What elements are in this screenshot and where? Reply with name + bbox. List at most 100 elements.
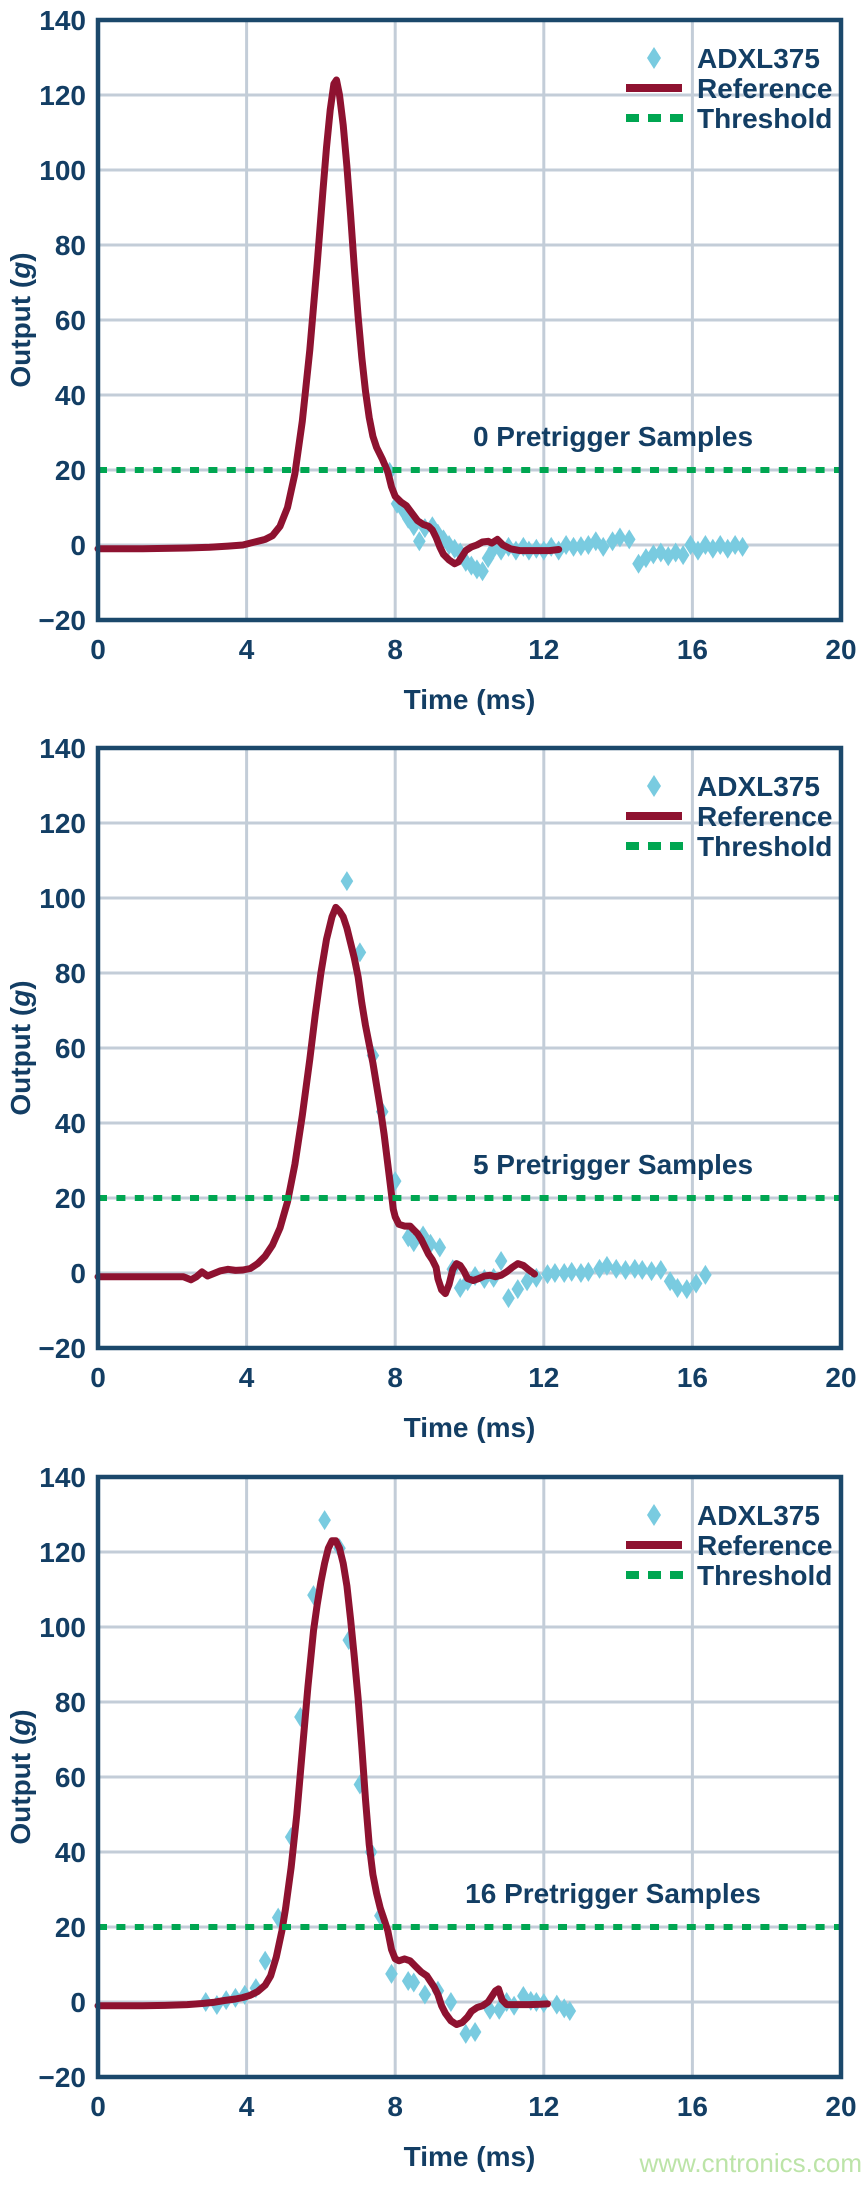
y-tick-label: 80 bbox=[55, 958, 86, 989]
y-tick-label: 100 bbox=[39, 1612, 86, 1643]
adxl375-point bbox=[628, 1258, 642, 1279]
x-tick-label: 12 bbox=[528, 1362, 559, 1393]
x-tick-label: 12 bbox=[528, 2091, 559, 2122]
adxl375-point bbox=[520, 1271, 534, 1292]
plot-border bbox=[95, 17, 844, 623]
x-tick-label: 20 bbox=[825, 1362, 856, 1393]
adxl375-point bbox=[541, 1264, 554, 1285]
legend-label: ADXL375 bbox=[697, 771, 820, 802]
chart-panel-2: 140 120 100 80 60 40 20 0 −20 0 4 8 12 16 20 Time (ms) O… bbox=[0, 728, 868, 1457]
adxl375-point bbox=[530, 1267, 543, 1288]
legend-label: ADXL375 bbox=[697, 43, 820, 74]
legend-label: Threshold bbox=[697, 103, 832, 134]
plot-border bbox=[95, 1474, 844, 2080]
x-tick-label: 4 bbox=[239, 634, 255, 665]
adxl375-point bbox=[736, 536, 749, 557]
adxl375-point bbox=[418, 1984, 432, 2005]
adxl375-point bbox=[470, 559, 484, 580]
adxl375-point bbox=[596, 536, 610, 557]
x-axis-title: Time (ms) bbox=[404, 1412, 536, 1443]
reference-line bbox=[94, 903, 538, 1298]
adxl375-point bbox=[444, 1992, 458, 2012]
pretrigger-annotation: 0 Pretrigger Samples bbox=[473, 421, 753, 452]
y-tick-label: −20 bbox=[39, 605, 87, 636]
adxl375-point bbox=[318, 1510, 331, 1531]
adxl375-point bbox=[453, 542, 467, 563]
y-tick-label: 0 bbox=[70, 1987, 86, 2018]
adxl375-point bbox=[494, 1251, 508, 1271]
adxl375-point bbox=[476, 561, 489, 582]
adxl375-point bbox=[385, 1963, 398, 1984]
legend-label: ADXL375 bbox=[697, 1500, 820, 1531]
x-tick-label: 0 bbox=[90, 2091, 106, 2122]
adxl375-point bbox=[600, 1255, 614, 1276]
x-tick-label: 16 bbox=[677, 2091, 708, 2122]
legend-diamond-icon bbox=[647, 775, 661, 797]
pretrigger-annotation: 16 Pretrigger Samples bbox=[465, 1878, 761, 1909]
y-tick-label: 80 bbox=[55, 1687, 86, 1718]
y-tick-label: 140 bbox=[39, 733, 86, 764]
y-tick-label: 140 bbox=[39, 1462, 86, 1493]
y-tick-label: 20 bbox=[55, 455, 86, 486]
adxl375-point bbox=[565, 1261, 578, 1282]
y-tick-label: 120 bbox=[39, 1537, 86, 1568]
y-tick-label: 60 bbox=[55, 1762, 86, 1793]
adxl375-point bbox=[635, 1260, 649, 1280]
adxl375-point bbox=[407, 516, 421, 537]
adxl375-point bbox=[721, 538, 734, 559]
x-tick-label: 0 bbox=[90, 1362, 106, 1393]
adxl375-point bbox=[567, 536, 580, 557]
x-tick-label: 16 bbox=[677, 1362, 708, 1393]
y-tick-label: 40 bbox=[55, 1108, 86, 1139]
y-axis-title: Output (g) bbox=[5, 980, 36, 1115]
x-tick-label: 0 bbox=[90, 634, 106, 665]
adxl375-point bbox=[645, 1261, 658, 1282]
x-tick-label: 20 bbox=[825, 2091, 856, 2122]
y-tick-label: −20 bbox=[39, 2062, 87, 2093]
x-tick-label: 16 bbox=[677, 634, 708, 665]
chart-panel-1: 140 120 100 80 60 40 20 0 −20 0 4 8 12 16 20 Time (ms) O… bbox=[0, 0, 868, 728]
x-tick-label: 8 bbox=[387, 1362, 403, 1393]
adxl375-point bbox=[582, 535, 595, 555]
adxl375-point bbox=[654, 542, 668, 563]
legend-label: Reference bbox=[697, 1530, 832, 1561]
y-tick-label: 40 bbox=[55, 1837, 86, 1868]
y-tick-label: 20 bbox=[55, 1912, 86, 1943]
adxl375-point bbox=[671, 1278, 684, 1298]
adxl375-point bbox=[511, 1279, 525, 1300]
adxl375-point bbox=[574, 536, 588, 557]
y-tick-label: −20 bbox=[39, 1333, 87, 1364]
adxl375-point bbox=[468, 2022, 482, 2042]
legend-diamond-icon bbox=[647, 1504, 661, 1526]
y-axis-title: Output (g) bbox=[5, 1709, 36, 1844]
adxl375-point bbox=[249, 1978, 263, 1999]
adxl375-point bbox=[433, 1237, 447, 1258]
legend-diamond-icon bbox=[647, 47, 661, 69]
x-tick-label: 8 bbox=[387, 634, 403, 665]
y-tick-label: 60 bbox=[55, 305, 86, 336]
x-tick-label: 4 bbox=[239, 2091, 255, 2122]
pretrigger-annotation: 5 Pretrigger Samples bbox=[473, 1149, 753, 1180]
adxl375-point bbox=[619, 1260, 632, 1280]
chart-panel-3: 140 120 100 80 60 40 20 0 −20 0 4 8 12 16 20 Time (ms) O… bbox=[0, 1457, 868, 2185]
adxl375-point bbox=[550, 1994, 564, 2015]
reference-line bbox=[94, 76, 563, 568]
adxl375-point bbox=[654, 1260, 668, 1280]
adxl375-point bbox=[413, 531, 426, 552]
adxl375-point bbox=[548, 1263, 562, 1283]
adxl375-point bbox=[663, 1271, 677, 1292]
plot-border bbox=[95, 745, 844, 1351]
adxl375-point bbox=[557, 1263, 571, 1283]
adxl375-point bbox=[609, 1258, 623, 1279]
x-axis-title: Time (ms) bbox=[404, 684, 536, 715]
adxl375-point bbox=[680, 1279, 694, 1300]
adxl375-point bbox=[407, 1972, 421, 1993]
y-tick-label: 120 bbox=[39, 80, 86, 111]
adxl375-point bbox=[676, 545, 690, 566]
